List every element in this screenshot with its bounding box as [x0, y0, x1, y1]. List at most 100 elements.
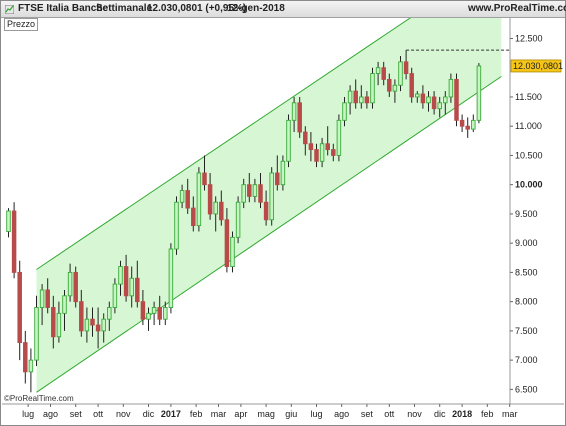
- candle: [426, 91, 431, 112]
- candle: [112, 278, 118, 314]
- candle: [465, 117, 470, 138]
- candle-body: [196, 172, 202, 227]
- x-tick-label: apr: [234, 409, 247, 419]
- candle: [291, 96, 297, 133]
- candle: [129, 266, 134, 308]
- candle: [241, 178, 246, 209]
- candle-body: [185, 190, 190, 209]
- candle-body: [62, 295, 67, 314]
- candle-body: [454, 78, 459, 121]
- candle-body: [381, 67, 386, 80]
- candle: [359, 85, 364, 109]
- candle-body: [11, 210, 17, 273]
- candle-body: [459, 119, 465, 127]
- candle-body: [213, 201, 218, 215]
- candle-body: [308, 143, 314, 151]
- candle: [28, 348, 34, 393]
- date-label: 12-gen-2018: [227, 3, 285, 14]
- candle: [297, 96, 302, 138]
- candle: [151, 301, 157, 326]
- candle: [415, 91, 420, 103]
- candle-body: [476, 65, 482, 121]
- candle: [331, 143, 336, 162]
- x-tick-label: mar: [211, 409, 227, 419]
- candle-body: [420, 93, 426, 104]
- x-tick-label: ott: [384, 409, 395, 419]
- watermark: ©ProRealTime.com: [4, 394, 74, 403]
- y-tick-label: 11.500: [515, 92, 542, 102]
- candle-body: [146, 312, 151, 320]
- x-tick-label: lug: [22, 409, 34, 419]
- candles: [6, 50, 482, 393]
- candle: [471, 114, 476, 133]
- candle: [230, 231, 235, 273]
- candle-body: [73, 271, 78, 303]
- candle-body: [303, 131, 308, 145]
- candle: [431, 91, 437, 115]
- candle-body: [431, 96, 437, 110]
- candle: [6, 208, 11, 238]
- candle: [163, 301, 168, 326]
- candle-body: [241, 184, 246, 203]
- candle-body: [364, 96, 370, 104]
- candle-body: [291, 102, 297, 121]
- candle: [23, 330, 28, 384]
- candle-body: [140, 301, 146, 320]
- candle: [11, 202, 17, 279]
- x-tick-label: feb: [190, 409, 203, 419]
- candle-body: [314, 149, 319, 162]
- price-axis: 12.500 11.500 11.000 10.500 10.000 9.500 9.000…: [510, 33, 563, 394]
- candle: [403, 50, 409, 80]
- candle: [258, 172, 263, 209]
- candle: [375, 61, 381, 86]
- x-tick-label: feb: [481, 409, 494, 419]
- candle-body: [448, 78, 454, 98]
- candle: [207, 172, 213, 220]
- y-tick-label: 8.500: [515, 267, 538, 277]
- candle: [459, 114, 465, 133]
- candle-body: [286, 119, 291, 162]
- candle-body: [319, 143, 325, 162]
- y-tick-label: 12.500: [515, 33, 543, 43]
- candle: [437, 96, 442, 118]
- x-tick-label: lug: [310, 409, 322, 419]
- candle-body: [168, 248, 174, 308]
- candle-body: [39, 289, 45, 308]
- candle: [202, 155, 207, 191]
- candle-body: [163, 307, 168, 320]
- candle-body: [129, 277, 134, 297]
- time-axis: lug ago set ott nov dic 2017 feb mar apr mag giu lug…: [22, 404, 517, 419]
- candle: [448, 73, 454, 103]
- candle-body: [336, 119, 342, 156]
- x-tick-label: nov: [116, 409, 131, 419]
- candle-body: [443, 96, 448, 104]
- y-tick-label: 11.000: [515, 121, 542, 131]
- candle: [56, 301, 62, 343]
- candle: [51, 295, 56, 349]
- candle-body: [56, 312, 62, 338]
- candle-body: [471, 119, 476, 130]
- candle: [191, 196, 196, 232]
- candle-body: [179, 190, 185, 203]
- candle-body: [387, 78, 392, 92]
- candle: [157, 295, 162, 326]
- candle: [336, 114, 342, 162]
- candle: [185, 178, 190, 214]
- candle: [364, 91, 370, 109]
- candle-body: [101, 318, 106, 332]
- candle-body: [202, 172, 207, 186]
- y-tick-label: 9.000: [515, 238, 538, 248]
- candle-body: [123, 266, 129, 297]
- y-tick-label: 6.500: [515, 384, 538, 394]
- candle-body: [398, 61, 403, 86]
- candle: [420, 85, 426, 109]
- candle-body: [112, 283, 118, 308]
- candle: [90, 307, 95, 337]
- trend-channel: [36, 18, 502, 393]
- chart-menu-icon[interactable]: [5, 5, 14, 14]
- candle: [325, 126, 330, 156]
- candle: [146, 307, 151, 331]
- x-tick-label: giu: [285, 409, 297, 419]
- candle-body: [95, 324, 101, 332]
